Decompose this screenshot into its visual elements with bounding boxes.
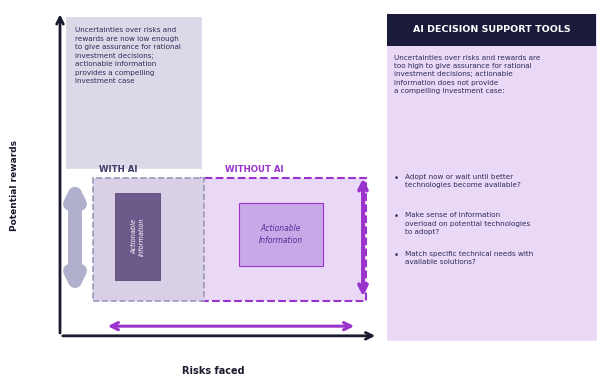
- FancyBboxPatch shape: [387, 14, 596, 46]
- Text: •: •: [394, 251, 399, 260]
- Text: Match specific technical needs with
available solutions?: Match specific technical needs with avai…: [405, 251, 533, 265]
- Text: WITHOUT AI: WITHOUT AI: [225, 165, 284, 174]
- Text: AI DECISION SUPPORT TOOLS: AI DECISION SUPPORT TOOLS: [413, 25, 570, 34]
- Text: WITH AI: WITH AI: [99, 165, 137, 174]
- Text: Adopt now or wait until better
technologies become available?: Adopt now or wait until better technolog…: [405, 174, 521, 188]
- Text: Uncertainties over risks and rewards are
too high to give assurance for rational: Uncertainties over risks and rewards are…: [394, 55, 541, 94]
- Text: Risks faced: Risks faced: [182, 366, 244, 376]
- Text: Actionable
Information: Actionable Information: [259, 224, 303, 245]
- Text: •: •: [394, 174, 399, 183]
- Text: Make sense of information
overload on potential technologies
to adopt?: Make sense of information overload on po…: [405, 212, 530, 235]
- Text: Potential rewards: Potential rewards: [10, 140, 20, 231]
- FancyBboxPatch shape: [93, 178, 204, 301]
- Text: •: •: [394, 212, 399, 221]
- FancyBboxPatch shape: [115, 193, 160, 280]
- FancyBboxPatch shape: [201, 178, 366, 301]
- FancyBboxPatch shape: [239, 203, 323, 266]
- FancyBboxPatch shape: [66, 17, 201, 168]
- FancyBboxPatch shape: [387, 14, 596, 340]
- Text: Actionable
Information: Actionable Information: [131, 217, 145, 256]
- Text: Uncertainties over risks and
rewards are now low enough
to give assurance for ra: Uncertainties over risks and rewards are…: [75, 27, 181, 84]
